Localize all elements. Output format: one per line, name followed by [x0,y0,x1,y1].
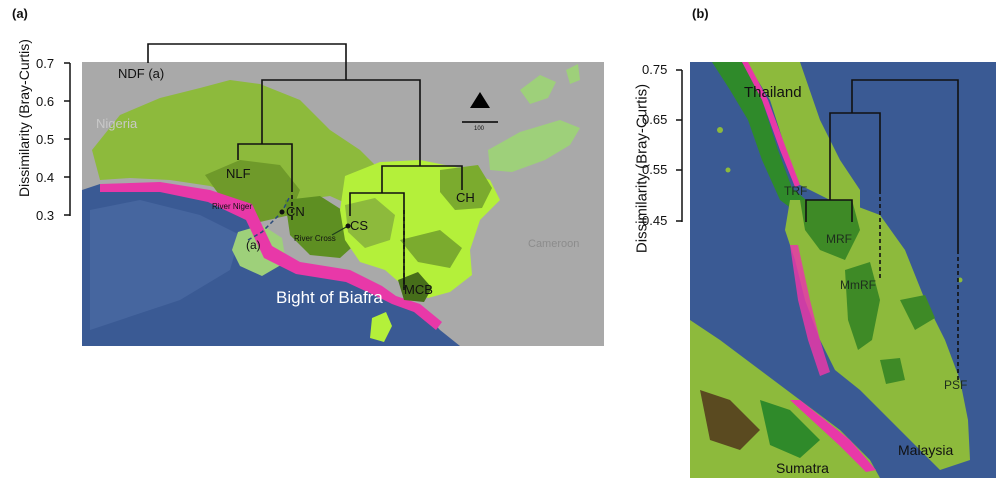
cluster-label-nlf: NLF [226,166,251,181]
panel-a-east-highlands [566,64,580,84]
panel-b-tick: 0.45 [642,213,668,228]
panel-a-mid-forest [400,230,462,268]
panel-a-tick: 0.4 [36,170,55,185]
panel-b-west-mangrove [790,245,830,376]
panel-b-sumatra-forest [700,390,760,450]
cluster-label-cn: CN [286,204,305,219]
panel-a-nigeria-forest [92,80,380,206]
river-label-niger: River Niger [212,202,253,211]
panel-a-tick: 0.6 [36,94,55,109]
panel-b-tick: 0.65 [642,112,668,127]
panel-a-river-marker [345,223,351,229]
north-arrow-icon [470,92,490,108]
sea-label-bight-of-biafra: Bight of Biafra [276,288,383,307]
panel-b-dendrogram [805,79,959,380]
panel-a-sea-shade [90,200,240,330]
cluster-label-mcb: MCB [404,282,433,297]
panel-a-label: (a) [12,6,28,21]
panel-a-tick: 0.5 [36,132,55,147]
panel-b-axis-bracket [676,69,683,222]
cluster-label-cs: CS [350,218,369,233]
panel-a-mangrove [100,182,442,330]
panel-b-sumatra-forest [760,400,820,458]
panel-b-tick: 0.75 [642,62,668,77]
panel-b-label: (b) [692,6,709,21]
country-label-nigeria: Nigeria [96,116,138,131]
panel-b-thailand-land [698,62,860,215]
cluster-label-psf: PSF [944,378,968,392]
region-label-thailand: Thailand [744,84,802,101]
cluster-label-mrf: MRF [826,232,852,246]
panel-a-ch-zone [440,165,492,210]
panel-a-a-zone [232,225,286,276]
panel-a-mcb-zone [398,272,432,302]
panel-a-axis-bracket [64,62,71,216]
cluster-label-a: (a) [246,238,261,252]
region-label-sumatra: Sumatra [776,460,829,476]
panel-a-river-niger [247,195,291,241]
panel-b-sumatra-mangrove [790,400,876,472]
panel-b-mrf-zone [800,200,860,260]
panel-b-island [725,167,731,173]
region-label-malaysia: Malaysia [898,442,954,458]
cluster-label-mmrf: MmRF [840,278,876,292]
panel-b-island [717,127,723,133]
panel-b-mmrf-zone [845,262,880,350]
panel-a-cs-zone [345,198,395,248]
country-label-cameroon: Cameroon [528,238,580,250]
scale-bar-label: 100 [474,126,485,132]
panel-a-dendrogram [147,43,463,290]
panel-a-bioko-island [370,312,392,342]
panel-a-east-highlands [520,75,556,104]
cluster-label-ndf: NDF (a) [118,66,165,81]
panel-a-tick: 0.7 [36,56,55,71]
cluster-label-trf: TRF [784,184,808,198]
cluster-label-ch: CH [456,190,475,205]
panel-b-forest-patch [900,295,935,330]
panel-a-river-marker [279,209,285,215]
panel-a-river-cross [331,225,349,236]
panel-a-east-highlands [488,120,580,172]
panel-b-forest-patch [880,358,905,384]
panel-b-tick: 0.55 [642,162,668,177]
panel-b-coast-mangrove [742,62,800,187]
panel-b-peninsula [785,200,970,470]
panel-a-tick: 0.3 [36,208,55,223]
river-label-cross: River Cross [294,234,336,243]
panel-b-thailand-forest [712,62,812,215]
